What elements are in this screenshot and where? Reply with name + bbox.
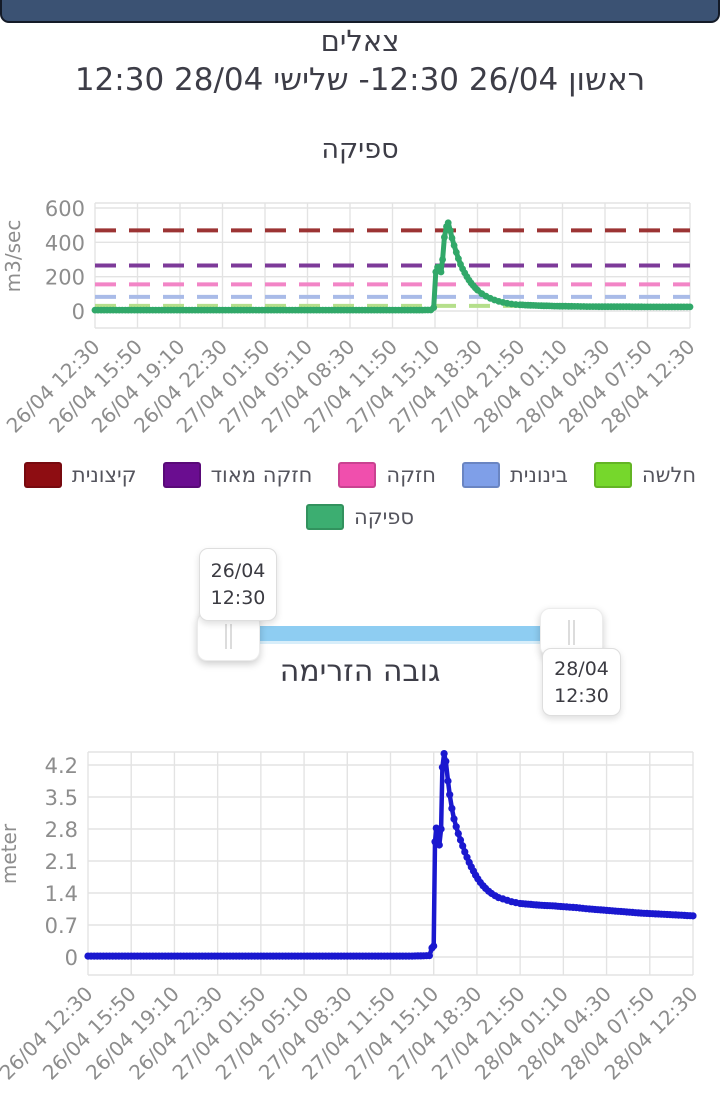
discharge-chart-title: ספיקה <box>321 134 399 165</box>
threshold-legend-item-3: בינונית <box>461 462 568 488</box>
svg-text:0: 0 <box>72 300 85 324</box>
threshold-legend: קיצונית חזקה מאוד חזקה בינונית חלשה <box>0 462 720 488</box>
threshold-legend-swatch-2 <box>338 462 377 488</box>
range-start-date: 26/04 <box>210 560 266 582</box>
time-range-track[interactable] <box>233 626 569 641</box>
threshold-legend-item-2: חזקה <box>338 462 436 488</box>
handle-grip-icon <box>225 624 232 649</box>
threshold-legend-label-2: חזקה <box>386 463 436 487</box>
svg-text:600: 600 <box>45 197 85 221</box>
threshold-legend-label-0: קיצונית <box>71 463 137 487</box>
threshold-legend-item-0: קיצונית <box>23 462 137 488</box>
svg-text:200: 200 <box>45 266 85 290</box>
handle-grip-icon <box>568 620 575 645</box>
svg-text:2.1: 2.1 <box>45 850 78 874</box>
range-start-tooltip: 26/04 12:30 <box>199 548 277 621</box>
svg-text:3.5: 3.5 <box>45 786 78 810</box>
series-legend: ספיקה <box>0 504 720 530</box>
series-legend-item-0: ספיקה <box>305 504 415 530</box>
threshold-legend-swatch-3 <box>461 462 500 488</box>
station-title: צאלים <box>320 24 400 58</box>
threshold-legend-item-4: חלשה <box>593 462 697 488</box>
height-chart-title: גובה הזרימה <box>279 654 441 689</box>
threshold-legend-swatch-4 <box>593 462 632 488</box>
date-range-subtitle: ראשון 26/04 12:30- שלישי 28/04 12:30 <box>74 62 646 98</box>
threshold-legend-label-1: חזקה מאוד <box>210 463 313 487</box>
svg-text:4.2: 4.2 <box>45 754 78 778</box>
svg-text:0.7: 0.7 <box>45 914 78 938</box>
svg-text:1.4: 1.4 <box>45 882 78 906</box>
y-axis-label: m3/sec <box>1 220 25 293</box>
threshold-legend-label-4: חלשה <box>641 463 697 487</box>
y-axis-label: meter <box>0 823 21 884</box>
range-start-time: 12:30 <box>210 587 266 609</box>
series-legend-swatch-0 <box>305 504 344 530</box>
threshold-legend-item-1: חזקה מאוד <box>162 462 313 488</box>
threshold-legend-swatch-1 <box>162 462 201 488</box>
range-end-time: 12:30 <box>554 684 609 707</box>
svg-text:400: 400 <box>45 231 85 255</box>
svg-text:0: 0 <box>65 946 78 970</box>
svg-text:2.8: 2.8 <box>45 818 78 842</box>
series-legend-label-0: ספיקה <box>353 505 415 529</box>
threshold-legend-label-3: בינונית <box>509 463 568 487</box>
threshold-legend-swatch-0 <box>23 462 62 488</box>
range-end-date: 28/04 <box>554 657 609 680</box>
status-bar <box>0 0 720 23</box>
range-end-tooltip: 28/04 12:30 <box>542 648 621 716</box>
